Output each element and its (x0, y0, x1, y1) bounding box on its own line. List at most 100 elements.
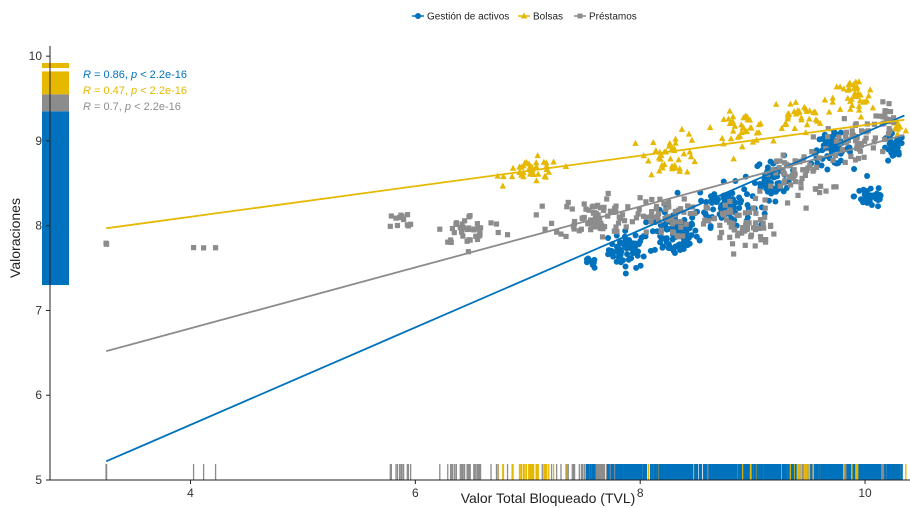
data-point (672, 164, 679, 171)
data-point (540, 158, 548, 165)
data-point (762, 205, 768, 211)
data-point (460, 224, 466, 231)
data-point (466, 237, 472, 243)
data-point (633, 215, 640, 221)
data-point (883, 116, 889, 122)
data-point (476, 225, 482, 231)
data-point (843, 140, 849, 146)
data-point (681, 196, 687, 202)
data-point (521, 159, 529, 166)
data-point (665, 142, 673, 149)
data-point (798, 185, 804, 191)
data-point (459, 228, 465, 235)
data-point (703, 204, 709, 210)
data-point (825, 134, 831, 140)
data-point (749, 138, 757, 145)
data-point (622, 270, 629, 277)
data-point (464, 226, 470, 233)
data-point (613, 258, 620, 265)
data-point (880, 148, 886, 155)
data-point (746, 209, 753, 215)
data-point (852, 157, 859, 163)
data-point (743, 113, 751, 120)
data-point (660, 243, 667, 250)
data-point (736, 194, 743, 201)
data-point (449, 225, 456, 232)
data-point (599, 223, 605, 229)
data-point (596, 224, 602, 230)
legend-key-marker (415, 13, 421, 19)
data-point (658, 234, 665, 241)
data-point (586, 207, 592, 213)
legend-label: Préstamos (589, 12, 637, 23)
data-point (746, 220, 752, 226)
data-point (862, 188, 869, 195)
data-point (742, 242, 748, 248)
x-ticks: 4 6 8 10 (187, 480, 872, 500)
data-point (780, 188, 787, 195)
data-point (729, 241, 736, 247)
data-point (748, 124, 755, 131)
data-point (680, 233, 686, 239)
data-point (813, 164, 820, 170)
data-point (799, 175, 805, 182)
data-point (548, 220, 555, 226)
data-point (823, 188, 829, 194)
data-point (736, 132, 744, 139)
axes: 4 6 8 10 5 6 7 8 9 10 Valor Total Bloqueado (TVL… (7, 46, 910, 506)
data-point (782, 178, 788, 184)
data-point (636, 206, 642, 212)
data-point (890, 152, 897, 159)
data-point (754, 163, 761, 170)
marginal-segment-series-2 (42, 71, 69, 95)
data-point (803, 107, 810, 114)
data-point (873, 113, 879, 119)
data-point (844, 94, 852, 101)
data-point (722, 202, 728, 208)
data-point (739, 230, 745, 236)
data-point (651, 246, 658, 253)
data-point (760, 220, 766, 226)
data-point (802, 172, 808, 179)
data-point (743, 219, 749, 226)
data-point (762, 214, 768, 220)
data-point (772, 188, 779, 195)
data-point (612, 228, 618, 234)
data-point (595, 202, 601, 208)
data-point (686, 148, 693, 155)
data-point (857, 113, 865, 120)
data-point (854, 89, 862, 96)
data-point (725, 193, 732, 200)
data-point (518, 171, 525, 178)
data-point (886, 101, 892, 107)
data-point (539, 203, 545, 209)
data-point (563, 233, 569, 240)
data-point (621, 243, 628, 250)
data-point (718, 229, 725, 236)
data-point (792, 179, 799, 185)
data-point (649, 209, 655, 215)
data-point (726, 107, 733, 114)
data-points (103, 78, 910, 277)
rug-series-1 (585, 464, 903, 480)
data-point (643, 229, 649, 235)
data-point (610, 253, 617, 260)
data-point (394, 222, 401, 229)
trend-line-series-3 (105, 134, 905, 353)
data-point (887, 109, 894, 115)
data-point (825, 141, 832, 148)
data-point (605, 190, 611, 197)
data-point (649, 228, 656, 235)
data-point (453, 221, 459, 228)
data-point (665, 199, 672, 205)
data-point (750, 225, 757, 231)
data-point (790, 175, 796, 181)
data-point (731, 251, 737, 257)
data-point (831, 184, 837, 190)
data-point (752, 243, 758, 249)
data-point (653, 206, 659, 212)
data-point (650, 138, 657, 145)
data-point (771, 174, 778, 181)
data-point (558, 231, 564, 237)
data-point (782, 171, 788, 177)
